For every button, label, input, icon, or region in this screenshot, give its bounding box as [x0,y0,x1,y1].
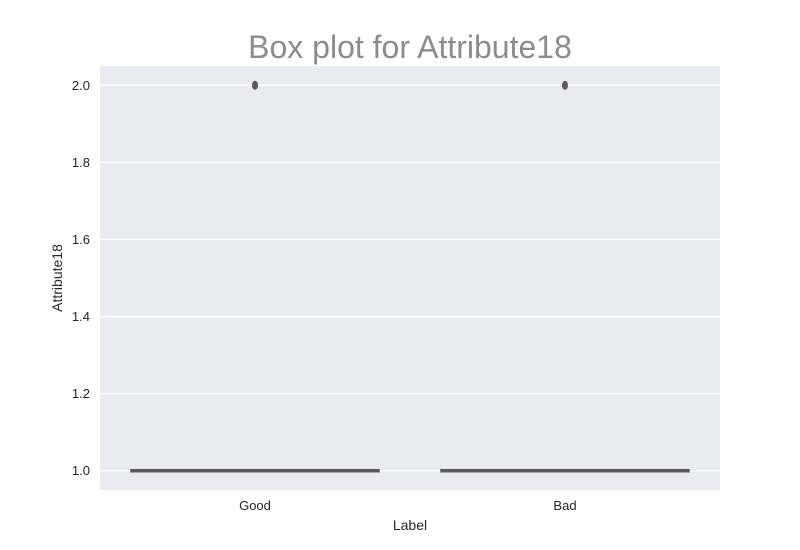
outlier-point [252,80,258,90]
y-tick-label: 1.2 [72,386,90,401]
chart-title: Box plot for Attribute18 [248,29,572,65]
box-good [130,80,380,473]
y-axis-label: Attribute18 [49,244,65,312]
x-tick-label: Good [239,498,271,513]
box-bad [440,80,690,473]
outlier-point [562,80,568,90]
x-tick-labels: Good Bad [239,498,576,513]
y-tick-labels: 1.0 1.2 1.4 1.6 1.8 2.0 [72,78,90,478]
y-tick-label: 1.4 [72,309,90,324]
y-tick-label: 2.0 [72,78,90,93]
x-axis-label: Label [393,517,427,533]
x-tick-label: Bad [553,498,576,513]
plot-area [100,66,720,490]
y-tick-label: 1.8 [72,155,90,170]
y-tick-label: 1.6 [72,232,90,247]
boxes [130,80,690,473]
y-tick-label: 1.0 [72,463,90,478]
